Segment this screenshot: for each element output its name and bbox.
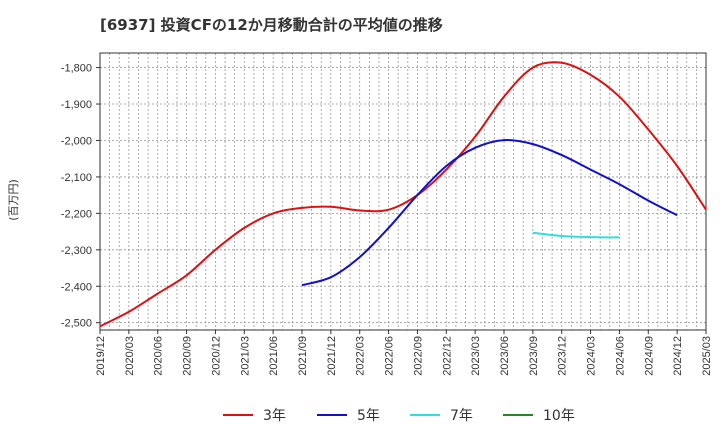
chart-title: [6937] 投資CFの12か月移動合計の平均値の推移 bbox=[100, 16, 443, 34]
x-tick-label: 2023/06 bbox=[499, 336, 511, 376]
x-tick-label: 2023/12 bbox=[557, 336, 569, 376]
series-line-3 bbox=[532, 231, 620, 239]
x-tick-label: 2022/06 bbox=[384, 336, 396, 376]
grid bbox=[100, 53, 706, 330]
x-tick-label: 2020/09 bbox=[182, 336, 194, 376]
x-tick-label: 2020/12 bbox=[210, 336, 222, 376]
y-axis-label: (百万円) bbox=[7, 179, 20, 221]
x-tick-label: 2020/03 bbox=[124, 336, 136, 376]
series-lines bbox=[99, 61, 707, 328]
x-axis: 2019/12 2020/03 2020/06 2020/09 2020/12 2021/… bbox=[95, 330, 713, 376]
x-tick-label: 2022/12 bbox=[441, 336, 453, 376]
x-tick-label: 2025/03 bbox=[701, 336, 713, 376]
plot-frame bbox=[99, 52, 707, 331]
legend-label-4: 10年 bbox=[543, 408, 575, 424]
y-tick-label: -2,100 bbox=[61, 172, 92, 184]
series-line-1 bbox=[99, 61, 707, 328]
y-tick-label: -2,300 bbox=[61, 245, 92, 257]
y-tick-label: -2,400 bbox=[61, 281, 92, 293]
y-tick-label: -2,000 bbox=[61, 135, 92, 147]
y-tick-label: -2,500 bbox=[61, 318, 92, 330]
legend: 3年 5年 7年 10年 bbox=[223, 408, 575, 424]
series-line-2 bbox=[301, 138, 678, 287]
x-tick-label: 2021/06 bbox=[268, 336, 280, 376]
y-tick-label: -1,900 bbox=[61, 99, 92, 111]
x-tick-label: 2023/09 bbox=[528, 336, 540, 376]
y-tick-label: -1,800 bbox=[61, 63, 92, 75]
x-tick-label: 2024/09 bbox=[643, 336, 655, 376]
legend-label-1: 3年 bbox=[263, 408, 286, 424]
y-tick-label: -2,200 bbox=[61, 208, 92, 220]
x-tick-label: 2021/03 bbox=[239, 336, 251, 376]
x-tick-label: 2024/06 bbox=[614, 336, 626, 376]
x-tick-label: 2019/12 bbox=[95, 336, 107, 376]
x-tick-label: 2024/12 bbox=[672, 336, 684, 376]
legend-label-2: 5年 bbox=[357, 408, 380, 424]
x-tick-label: 2021/09 bbox=[297, 336, 309, 376]
legend-label-3: 7年 bbox=[450, 408, 473, 424]
x-tick-label: 2022/09 bbox=[412, 336, 424, 376]
x-tick-label: 2023/03 bbox=[470, 336, 482, 376]
y-axis: -1,800 -1,900 -2,000 -2,100 -2,200 -2,300 -2,4… bbox=[61, 63, 100, 330]
x-tick-label: 2021/12 bbox=[326, 336, 338, 376]
x-tick-label: 2020/06 bbox=[153, 336, 165, 376]
x-tick-label: 2022/03 bbox=[355, 336, 367, 376]
x-tick-label: 2024/03 bbox=[586, 336, 598, 376]
